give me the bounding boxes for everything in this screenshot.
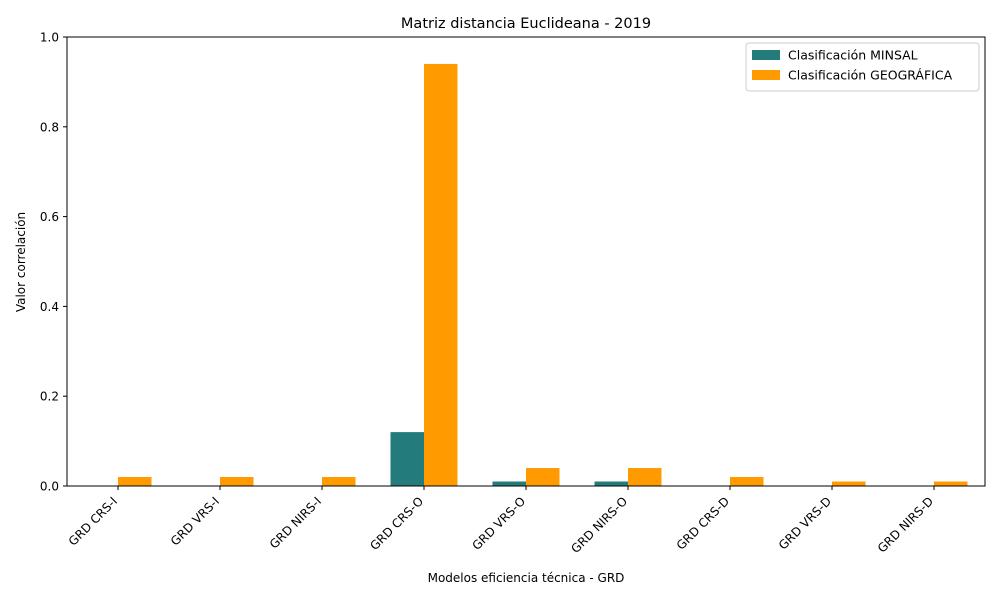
y-tick-label: 1.0 — [40, 31, 59, 45]
bar-minsal-4 — [492, 481, 526, 486]
x-tick-label: GRD CRS-O — [367, 494, 426, 553]
bar-geografica-6 — [730, 477, 764, 486]
legend-swatch-geografica — [752, 70, 780, 80]
bar-geografica-5 — [628, 468, 662, 486]
legend-label-minsal: Clasificación MINSAL — [788, 48, 918, 63]
plot-frame — [66, 36, 986, 487]
bar-minsal-3 — [390, 432, 424, 486]
chart-title: Matriz distancia Euclideana - 2019 — [401, 16, 651, 32]
x-tick-label: GRD VRS-I — [168, 494, 222, 548]
y-tick-label: 0.0 — [40, 480, 59, 494]
bar-geografica-4 — [526, 468, 560, 486]
axes-layer: 0.0 0.2 0.4 0.6 0.8 1.0 GRD CRS-I GRD VRS-I GRD … — [40, 31, 986, 556]
bar-geografica-8 — [934, 481, 968, 486]
legend-label-geografica: Clasificación GEOGRÁFICA — [788, 68, 953, 83]
x-tick-label: GRD CRS-D — [674, 494, 732, 552]
bar-geografica-1 — [220, 477, 254, 486]
bar-geografica-2 — [322, 477, 356, 486]
x-tick-label: GRD CRS-I — [66, 494, 120, 548]
x-tick-label: GRD VRS-O — [469, 494, 528, 553]
y-tick-label: 0.8 — [40, 120, 59, 134]
bars-layer — [118, 63, 968, 486]
bar-geografica-7 — [832, 481, 866, 486]
x-tick-label: GRD NIRS-O — [568, 494, 630, 556]
bar-minsal-5 — [594, 481, 628, 486]
bar-geografica-0 — [118, 477, 152, 486]
x-axis-label: Modelos eficiencia técnica - GRD — [428, 571, 625, 585]
y-tick-label: 0.2 — [40, 390, 59, 404]
bar-geografica-3 — [424, 63, 458, 486]
legend-swatch-minsal — [752, 50, 780, 60]
legend-box — [745, 42, 980, 92]
legend: Clasificación MINSAL Clasificación GEOGRÁ… — [745, 42, 980, 92]
y-tick-label: 0.6 — [40, 210, 59, 224]
y-tick-label: 0.4 — [40, 300, 59, 314]
y-axis-label: Valor correlación — [14, 212, 28, 312]
x-tick-label: GRD NIRS-I — [267, 494, 324, 551]
x-tick-label: GRD NIRS-D — [875, 494, 936, 555]
x-tick-label: GRD VRS-D — [776, 494, 834, 552]
